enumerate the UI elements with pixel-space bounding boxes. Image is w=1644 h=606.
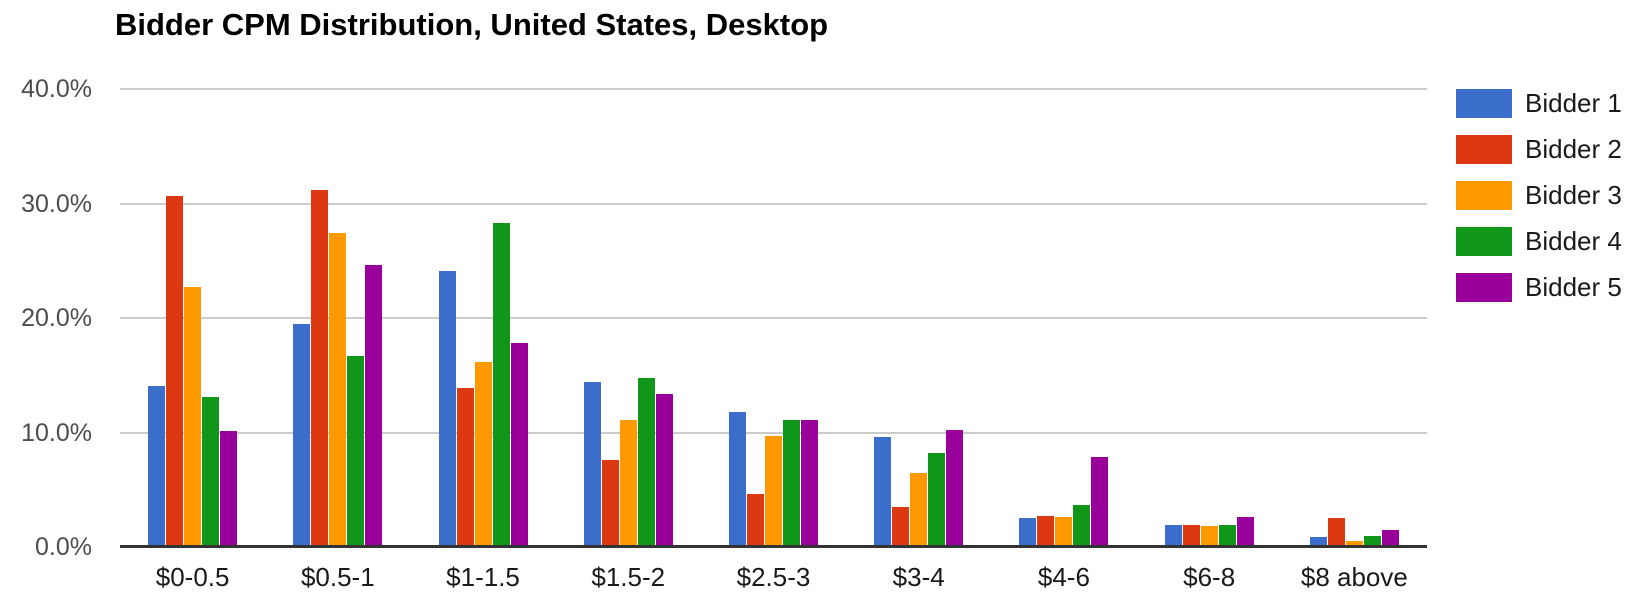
bar-group-$0-0.5 <box>120 89 265 547</box>
bar-group-$4-6 <box>991 89 1136 547</box>
bar-bidder4-$0.5-1[interactable] <box>347 355 365 547</box>
y-axis: 0.0% 10.0% 20.0% 30.0% 40.0% <box>0 75 92 561</box>
bar-bidder4-$0-0.5[interactable] <box>202 397 220 547</box>
legend-swatch-icon <box>1456 273 1512 302</box>
bar-group-$2.5-3 <box>701 89 846 547</box>
bar-bidder2-$1-1.5[interactable] <box>456 387 474 547</box>
bar-bidder5-$2.5-3[interactable] <box>800 419 818 547</box>
y-axis-tick-label: 10.0% <box>21 418 92 447</box>
bar-bidder3-$6-8[interactable] <box>1200 526 1218 547</box>
legend-swatch-icon <box>1456 135 1512 164</box>
legend-swatch-icon <box>1456 181 1512 210</box>
legend-item-bidder-4: Bidder 4 <box>1456 226 1622 256</box>
bar-bidder2-$6-8[interactable] <box>1182 525 1200 547</box>
legend-item-bidder-1: Bidder 1 <box>1456 88 1622 118</box>
legend-item-bidder-5: Bidder 5 <box>1456 272 1622 302</box>
bar-bidder1-$2.5-3[interactable] <box>728 411 746 547</box>
bar-bidder1-$3-4[interactable] <box>874 437 892 547</box>
bar-group-$1-1.5 <box>410 89 555 547</box>
y-axis-tick-label: 30.0% <box>21 189 92 218</box>
legend-label: Bidder 2 <box>1525 134 1622 164</box>
bar-bidder5-$4-6[interactable] <box>1091 456 1109 547</box>
legend-label: Bidder 5 <box>1525 272 1622 302</box>
y-axis-tick-label: 0.0% <box>35 533 92 561</box>
bar-bidder5-$1-1.5[interactable] <box>510 343 528 547</box>
bar-bidder1-$1-1.5[interactable] <box>438 271 456 547</box>
bar-group-$1.5-2 <box>556 89 701 547</box>
bar-bidder3-$4-6[interactable] <box>1055 517 1073 547</box>
bar-bidder2-$3-4[interactable] <box>892 506 910 547</box>
bar-bidder5-$0-0.5[interactable] <box>220 431 238 547</box>
bar-bidder3-$0-0.5[interactable] <box>184 287 202 547</box>
bar-bidder5-$3-4[interactable] <box>946 430 964 547</box>
bar-bidder3-$1-1.5[interactable] <box>474 361 492 547</box>
gridline-30 <box>120 202 1427 205</box>
legend: Bidder 1 Bidder 2 Bidder 3 Bidder 4 Bidder 5 <box>1456 88 1622 319</box>
bar-bidder1-$0.5-1[interactable] <box>293 323 311 547</box>
x-axis-category-label: $4-6 <box>1037 562 1090 592</box>
bar-bidder5-$8 above[interactable] <box>1381 529 1399 547</box>
bar-bidder3-$3-4[interactable] <box>910 472 928 547</box>
bar-group-$3-4 <box>846 89 991 547</box>
gridline-40 <box>120 88 1427 90</box>
bar-bidder5-$6-8[interactable] <box>1236 517 1254 547</box>
bar-bidder5-$0.5-1[interactable] <box>365 265 383 547</box>
y-axis-tick-label: 20.0% <box>21 304 92 332</box>
bar-bidder4-$2.5-3[interactable] <box>782 419 800 547</box>
x-axis-category-label: $1-1.5 <box>446 562 520 592</box>
bar-group-$0.5-1 <box>265 89 410 547</box>
legend-item-bidder-2: Bidder 2 <box>1456 134 1622 164</box>
bar-bidder1-$6-8[interactable] <box>1164 525 1182 547</box>
bar-bidder4-$3-4[interactable] <box>928 453 946 547</box>
bar-bidder2-$0-0.5[interactable] <box>166 195 184 547</box>
bar-bidder2-$4-6[interactable] <box>1037 516 1055 547</box>
bar-bidder4-$1.5-2[interactable] <box>637 377 655 547</box>
bar-bidder1-$1.5-2[interactable] <box>583 382 601 547</box>
bar-bidder1-$0-0.5[interactable] <box>148 385 166 547</box>
bar-bidder1-$8 above[interactable] <box>1309 536 1327 547</box>
x-axis-category-label: $0-0.5 <box>155 562 230 592</box>
bar-bidder2-$0.5-1[interactable] <box>311 189 329 547</box>
bar-bidder2-$2.5-3[interactable] <box>746 494 764 547</box>
bar-bidder3-$8 above[interactable] <box>1345 541 1363 547</box>
x-axis-category-label: $6-8 <box>1183 562 1236 592</box>
bar-bidder3-$2.5-3[interactable] <box>764 435 782 547</box>
x-axis: $0-0.5 $0.5-1 $1-1.5 $1.5-2 $2.5-3 $3-4 $4-6 $6… <box>120 562 1427 592</box>
x-axis-category-label: $1.5-2 <box>591 562 666 592</box>
bar-bidder2-$8 above[interactable] <box>1327 518 1345 547</box>
legend-label: Bidder 4 <box>1525 226 1622 256</box>
chart-title: Bidder CPM Distribution, United States, … <box>115 7 829 42</box>
bar-bidder3-$1.5-2[interactable] <box>619 419 637 547</box>
x-axis-baseline <box>120 545 1427 548</box>
bar-bidder1-$4-6[interactable] <box>1019 518 1037 547</box>
bar-bidder4-$4-6[interactable] <box>1073 504 1091 547</box>
x-axis-category-label: $0.5-1 <box>300 562 375 592</box>
x-axis-category-label: $2.5-3 <box>736 562 811 592</box>
plot-area <box>120 88 1427 548</box>
x-axis-category-label: $8 above <box>1300 562 1408 592</box>
legend-item-bidder-3: Bidder 3 <box>1456 180 1622 210</box>
bar-bidder4-$6-8[interactable] <box>1218 525 1236 547</box>
bar-groups <box>120 89 1427 547</box>
y-axis-tick-label: 40.0% <box>21 75 92 103</box>
bar-bidder4-$8 above[interactable] <box>1363 535 1381 547</box>
legend-swatch-icon <box>1456 89 1512 118</box>
bar-group-$8 above <box>1282 89 1427 547</box>
gridline-20 <box>120 317 1427 319</box>
x-axis-category-label: $3-4 <box>892 562 945 592</box>
bar-group-$6-8 <box>1137 89 1282 547</box>
bar-bidder5-$1.5-2[interactable] <box>655 393 673 547</box>
bar-bidder4-$1-1.5[interactable] <box>492 222 510 547</box>
legend-label: Bidder 3 <box>1525 180 1622 210</box>
gridline-10 <box>120 431 1427 434</box>
legend-label: Bidder 1 <box>1525 88 1622 118</box>
bar-bidder3-$0.5-1[interactable] <box>329 233 347 547</box>
legend-swatch-icon <box>1456 227 1512 256</box>
bar-bidder2-$1.5-2[interactable] <box>601 459 619 547</box>
